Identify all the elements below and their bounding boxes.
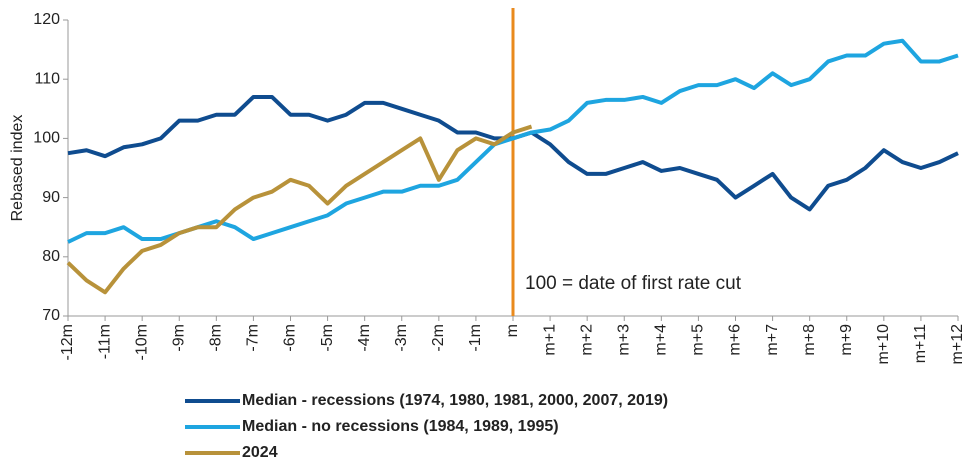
line-series	[67, 38, 959, 244]
y-tick-label: 100	[33, 130, 60, 147]
legend-label: 2024	[242, 444, 278, 461]
legend-label: Median - no recessions (1984, 1989, 1995…	[242, 418, 559, 435]
line-series	[66, 124, 533, 295]
x-tick-label: -12m	[59, 324, 76, 360]
legend-label: Median - recessions (1974, 1980, 1981, 2…	[242, 392, 668, 409]
x-tick-label: m+7	[764, 324, 781, 356]
x-tick-label: m+3	[615, 324, 632, 356]
x-tick-label: -6m	[282, 324, 299, 352]
x-tick-label: m+6	[727, 324, 744, 356]
x-tick-label: m+9	[838, 324, 855, 356]
x-tick-label: -8m	[208, 324, 225, 352]
y-axis-label: Rebased index	[9, 115, 26, 222]
y-tick-label: 70	[42, 307, 60, 324]
x-tick-label: m+12	[949, 324, 966, 365]
x-tick-label: m+5	[690, 324, 707, 356]
y-tick-label: 110	[34, 70, 60, 87]
x-tick-label: -7m	[245, 324, 262, 352]
x-tick-label: -5m	[319, 324, 336, 352]
x-tick-label: -4m	[356, 324, 373, 352]
x-tick-label: m+4	[653, 324, 670, 356]
x-tick-label: -1m	[467, 324, 484, 352]
x-tick-label: -9m	[170, 324, 187, 352]
x-tick-label: m	[504, 324, 521, 337]
y-tick-label: 120	[33, 11, 60, 28]
x-tick-label: m+10	[875, 324, 892, 365]
x-tick-label: -3m	[393, 324, 410, 352]
x-tick-label: -10m	[133, 324, 150, 360]
y-tick-label: 80	[42, 248, 60, 265]
x-tick-label: m+8	[801, 324, 818, 356]
y-tick-label: 90	[42, 189, 60, 206]
x-tick-label: -11m	[96, 324, 113, 359]
x-tick-label: m+1	[541, 324, 558, 356]
x-tick-label: m+2	[578, 324, 595, 356]
x-tick-label: -2m	[430, 324, 447, 352]
annotation: 100 = date of first rate cut	[525, 273, 742, 294]
x-tick-label: m+11	[912, 324, 929, 363]
